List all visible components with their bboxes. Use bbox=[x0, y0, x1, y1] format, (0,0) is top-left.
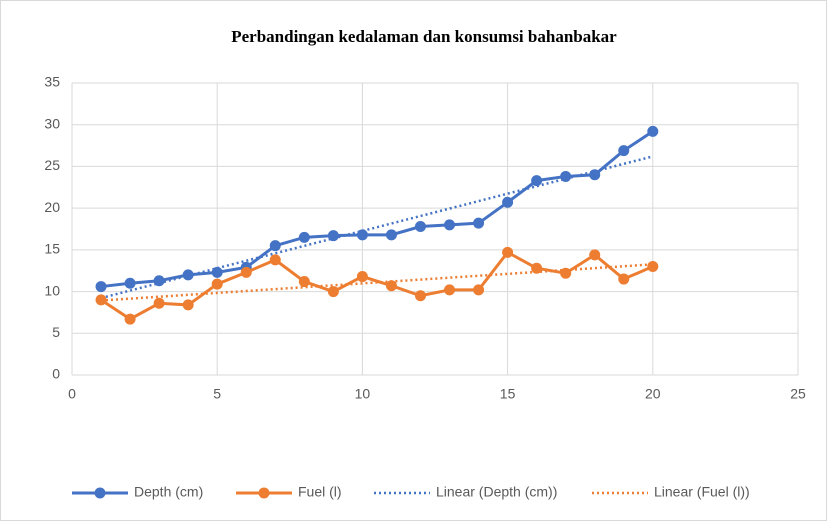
legend-label: Linear (Depth (cm)) bbox=[436, 484, 557, 500]
data-point bbox=[182, 299, 194, 311]
data-point bbox=[269, 240, 281, 252]
data-point bbox=[211, 266, 223, 278]
x-tick-label: 15 bbox=[500, 386, 516, 402]
y-tick-label: 10 bbox=[44, 282, 60, 298]
data-point bbox=[298, 276, 310, 288]
data-point bbox=[531, 262, 543, 274]
data-point bbox=[560, 170, 572, 182]
data-point bbox=[356, 271, 368, 283]
x-tick-label: 20 bbox=[645, 386, 661, 402]
data-point bbox=[560, 267, 572, 279]
x-tick-label: 0 bbox=[68, 386, 76, 402]
legend-label: Linear (Fuel (l)) bbox=[654, 484, 750, 500]
data-point bbox=[531, 175, 543, 187]
legend-marker bbox=[94, 487, 106, 499]
data-point bbox=[473, 217, 485, 229]
data-point bbox=[240, 266, 252, 278]
data-point bbox=[618, 273, 630, 285]
data-point bbox=[473, 284, 485, 296]
data-point bbox=[124, 313, 136, 325]
data-point bbox=[298, 231, 310, 243]
y-tick-label: 35 bbox=[44, 74, 60, 90]
data-point bbox=[444, 219, 456, 231]
data-point bbox=[356, 229, 368, 241]
legend-label: Depth (cm) bbox=[134, 484, 203, 500]
data-point bbox=[327, 230, 339, 242]
data-point bbox=[182, 269, 194, 281]
data-point bbox=[153, 297, 165, 309]
data-point bbox=[414, 220, 426, 232]
chart-title: Perbandingan kedalaman dan konsumsi baha… bbox=[231, 27, 617, 46]
y-tick-label: 20 bbox=[44, 199, 60, 215]
data-point bbox=[211, 278, 223, 290]
y-tick-label: 25 bbox=[44, 157, 60, 173]
x-tick-label: 10 bbox=[355, 386, 371, 402]
data-point bbox=[502, 196, 514, 208]
data-point bbox=[589, 169, 601, 181]
data-point bbox=[647, 125, 659, 137]
data-point bbox=[502, 246, 514, 258]
data-point bbox=[269, 254, 281, 266]
x-tick-label: 5 bbox=[213, 386, 221, 402]
y-tick-label: 0 bbox=[52, 366, 60, 382]
data-point bbox=[444, 284, 456, 296]
data-point bbox=[153, 275, 165, 287]
data-point bbox=[327, 286, 339, 298]
legend-marker bbox=[258, 487, 270, 499]
y-tick-label: 5 bbox=[52, 324, 60, 340]
x-tick-label: 25 bbox=[790, 386, 806, 402]
y-tick-label: 30 bbox=[44, 115, 60, 131]
data-point bbox=[385, 280, 397, 292]
data-point bbox=[95, 294, 107, 306]
data-point bbox=[414, 290, 426, 302]
data-point bbox=[385, 229, 397, 241]
data-point bbox=[124, 277, 136, 289]
data-point bbox=[95, 281, 107, 293]
data-point bbox=[618, 145, 630, 157]
y-tick-label: 15 bbox=[44, 241, 60, 257]
data-point bbox=[647, 261, 659, 273]
legend-label: Fuel (l) bbox=[298, 484, 342, 500]
data-point bbox=[589, 249, 601, 261]
